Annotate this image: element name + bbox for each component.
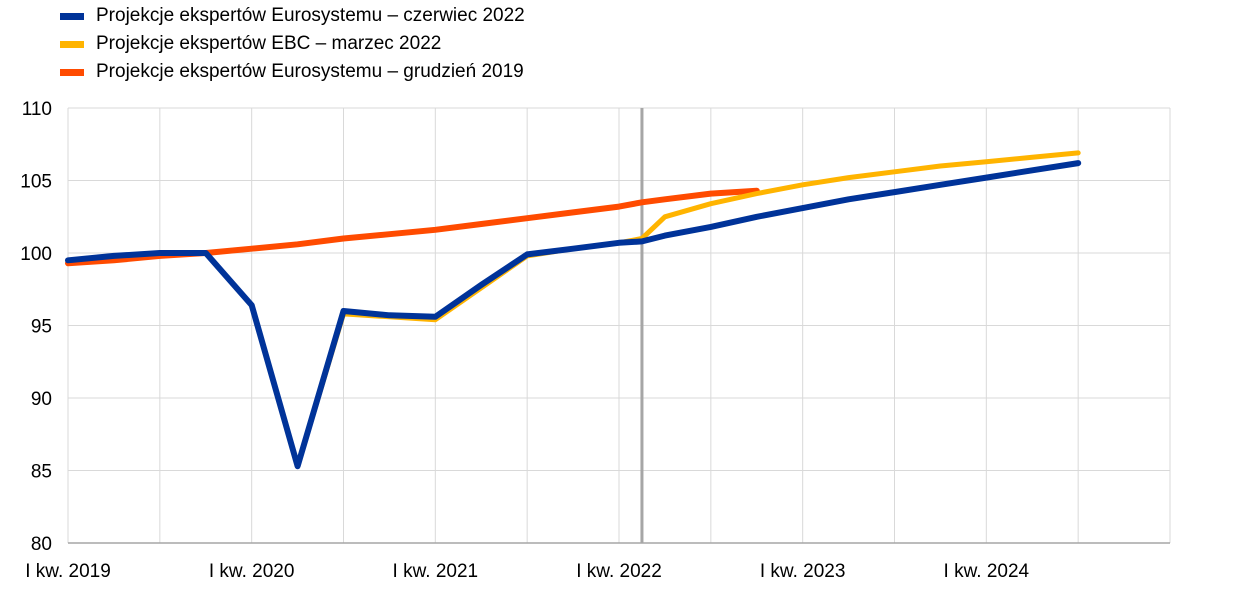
legend-swatch-december-2019 [60, 68, 84, 76]
y-tick-labels: 80 85 90 95 100 105 110 [20, 99, 52, 555]
series-lines [65, 150, 1082, 470]
x-tick-label: I kw. 2021 [393, 561, 479, 582]
axes [67, 108, 1170, 544]
series-line-0 [65, 160, 1082, 470]
y-tick-label: 80 [31, 534, 52, 555]
x-tick-label: I kw. 2019 [25, 561, 111, 582]
chart-legend: Projekcje ekspertów Eurosystemu – czerwi… [60, 2, 525, 86]
legend-label-december-2019: Projekcje ekspertów Eurosystemu – grudzi… [96, 61, 524, 82]
x-tick-label: I kw. 2024 [944, 561, 1030, 582]
legend-label-march-2022: Projekcje ekspertów EBC – marzec 2022 [96, 33, 442, 54]
y-tick-label: 95 [31, 317, 52, 338]
legend-swatch-june-2022 [60, 12, 84, 20]
y-tick-label: 110 [22, 99, 52, 120]
x-tick-label: I kw. 2022 [576, 561, 662, 582]
x-tick-label: I kw. 2020 [209, 561, 295, 582]
y-tick-label: 90 [31, 389, 52, 410]
legend-item-december-2019: Projekcje ekspertów Eurosystemu – grudzi… [60, 58, 525, 86]
x-tick-label: I kw. 2023 [760, 561, 846, 582]
y-tick-label: 85 [31, 462, 52, 483]
y-tick-label: 100 [20, 244, 52, 265]
x-tick-labels: I kw. 2019 I kw. 2020 I kw. 2021 I kw. 2022… [25, 561, 1029, 582]
y-tick-label: 105 [20, 172, 52, 193]
legend-label-june-2022: Projekcje ekspertów Eurosystemu – czerwi… [96, 5, 525, 26]
legend-swatch-march-2022 [60, 40, 84, 48]
legend-item-june-2022: Projekcje ekspertów Eurosystemu – czerwi… [60, 2, 525, 30]
legend-item-march-2022: Projekcje ekspertów EBC – marzec 2022 [60, 30, 525, 58]
series-line-1 [65, 150, 1081, 469]
